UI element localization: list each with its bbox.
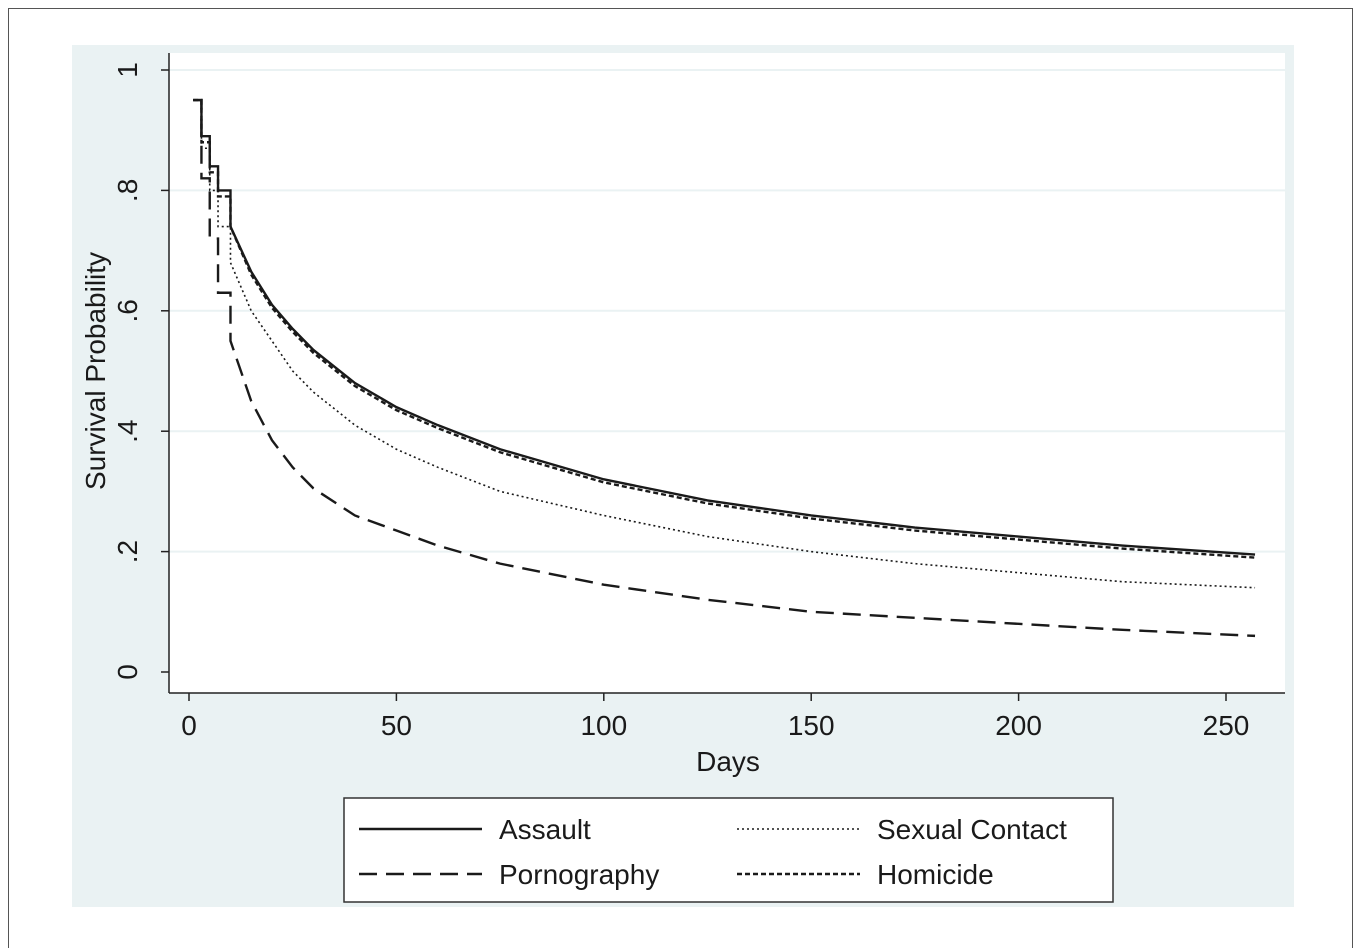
legend-label-homicide: Homicide [877,859,994,890]
x-axis-title: Days [696,746,760,777]
y-tick-label: .8 [112,179,143,202]
survival-chart: 0 .2 .4 .6 .8 1 0 50 100 150 200 250 Days Survival … [72,45,1294,907]
axes: 0 .2 .4 .6 .8 1 0 50 100 150 200 250 [112,53,1285,741]
y-tick-label: .4 [112,420,143,443]
legend-box [343,797,1114,903]
plot-area [169,53,1285,693]
x-tick-label: 250 [1203,710,1250,741]
x-tick-label: 50 [381,710,412,741]
legend-label-assault: Assault [499,814,591,845]
grid-lines [169,69,1285,553]
legend: Assault Sexual Contact Pornography Homicide [343,797,1114,903]
y-tick-label: 1 [112,62,143,78]
series-line-homicide [193,98,1256,559]
x-tick-label: 150 [788,710,835,741]
series-line-pornography [193,98,1256,638]
x-tick-label: 100 [580,710,627,741]
x-tick-label: 0 [181,710,197,741]
series-line-assault [193,98,1256,556]
y-tick-label: .2 [112,540,143,563]
series-lines [193,98,1256,638]
y-tick-label: 0 [112,664,143,680]
figure-frame: 0 .2 .4 .6 .8 1 0 50 100 150 200 250 Days Survival … [8,8,1353,948]
x-tick-label: 200 [995,710,1042,741]
y-tick-label: .6 [112,299,143,322]
legend-label-pornography: Pornography [499,859,659,890]
series-line-sexual-contact [193,99,1256,589]
y-axis-title: Survival Probability [80,252,111,490]
legend-label-sexual-contact: Sexual Contact [877,814,1067,845]
